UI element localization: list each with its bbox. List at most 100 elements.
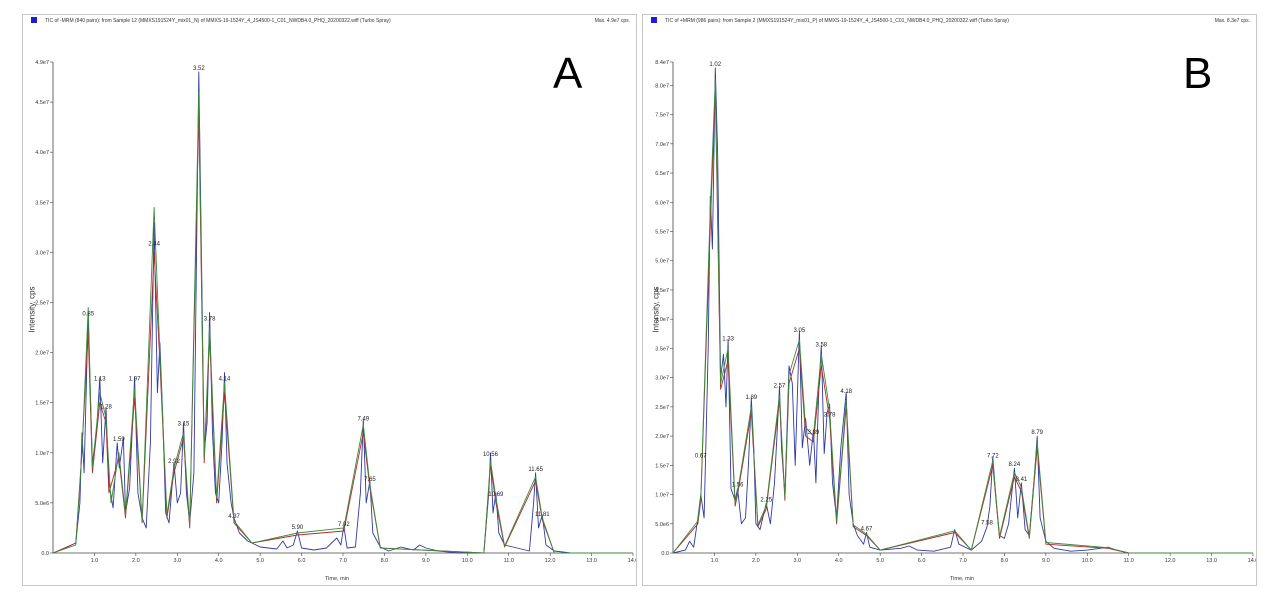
y-tick-label: 8.0e7 [655, 83, 669, 89]
peak-label: 1.13 [94, 377, 106, 383]
y-tick-label: 1.5e7 [655, 463, 669, 469]
series-line-0 [672, 67, 1253, 554]
peak-label: 1.89 [745, 395, 757, 401]
peak-label: 0.85 [82, 312, 94, 318]
peak-label: 7.72 [987, 453, 999, 459]
peak-label: 8.24 [1009, 462, 1021, 468]
peak-label: 4.18 [840, 389, 852, 395]
series-line-1 [672, 90, 1253, 554]
x-tick-label: 11.0 [504, 558, 514, 564]
y-tick-label: 8.4e7 [655, 60, 669, 66]
y-tick-label: 5.5e7 [655, 230, 669, 236]
y-tick-label: 0.0 [661, 551, 669, 557]
x-tick-label: 9.0 [1042, 558, 1050, 564]
peak-label: 4.14 [219, 377, 231, 383]
peak-label: 2.92 [168, 459, 180, 465]
peak-label: 0.67 [695, 453, 707, 459]
legend-square-icon [31, 17, 37, 23]
peak-label: 3.39 [808, 430, 820, 436]
legend-square-icon [651, 17, 657, 23]
peak-label: 1.97 [129, 377, 141, 383]
peak-label: 11.65 [528, 467, 543, 473]
x-tick-label: 6.0 [918, 558, 926, 564]
peak-label: 1.56 [732, 483, 744, 489]
x-tick-label: 10.0 [1082, 558, 1093, 564]
x-tick-label: 2.0 [132, 558, 140, 564]
peak-label: 8.79 [1031, 430, 1043, 436]
y-tick-label: 5.0e7 [655, 259, 669, 265]
x-tick-label: 5.0 [876, 558, 884, 564]
peak-label: 1.02 [709, 62, 721, 68]
y-tick-label: 1.5e7 [35, 401, 49, 407]
y-tick-label: 4.5e7 [655, 288, 669, 294]
x-tick-label: 4.0 [215, 558, 223, 564]
x-tick-label: 8.0 [381, 558, 389, 564]
y-tick-label: 7.0e7 [655, 142, 669, 148]
x-tick-label: 11.0 [1124, 558, 1134, 564]
y-tick-label: 5.0e6 [655, 522, 669, 528]
max-intensity: Max. 8.3e7 cps. [1214, 18, 1250, 24]
x-tick-label: 1.0 [91, 558, 99, 564]
peak-label: 2.25 [760, 497, 772, 503]
x-tick-label: 1.0 [711, 558, 719, 564]
x-tick-label: 10.0 [462, 558, 473, 564]
y-tick-label: 2.0e7 [655, 434, 669, 440]
y-tick-label: 4.0e7 [655, 317, 669, 323]
series-line-2 [672, 79, 1253, 554]
x-tick-label: 3.0 [793, 558, 801, 564]
y-tick-label: 2.5e7 [35, 300, 49, 306]
x-tick-label: 9.0 [422, 558, 430, 564]
max-intensity: Max. 4.9e7 cps. [594, 18, 630, 24]
peak-label: 3.78 [204, 317, 216, 323]
peak-label: 3.05 [794, 328, 806, 334]
peak-label: 1.59 [113, 437, 125, 443]
x-tick-label: 3.0 [173, 558, 181, 564]
y-tick-label: 4.0e7 [35, 150, 49, 156]
x-axis-label: Time, min [325, 576, 349, 582]
peak-label: 8.41 [1016, 477, 1028, 483]
y-tick-label: 2.5e7 [655, 405, 669, 411]
y-tick-label: 1.0e7 [35, 451, 49, 457]
chart-plot-b: 0.0 5.0e6 1.0e7 1.5e7 2.0e7 2.5e7 3.0e7 3.5e7 4.… [655, 60, 1256, 564]
peak-label: 4.67 [861, 527, 873, 533]
peak-label: 3.52 [193, 66, 205, 72]
peak-label: 4.37 [228, 514, 240, 520]
peak-label: 3.58 [815, 342, 827, 348]
y-tick-label: 5.0e6 [35, 501, 49, 507]
peak-label: 7.58 [981, 521, 993, 527]
x-tick-label: 13.0 [586, 558, 597, 564]
chromatogram-panel-b: TIC of +MRM (986 pairs): from Sample 2 (… [642, 14, 1257, 586]
peak-label: 5.90 [292, 525, 304, 531]
peak-label: 10.69 [488, 492, 504, 498]
y-tick-label: 4.9e7 [35, 60, 49, 66]
x-tick-label: 12.0 [545, 558, 556, 564]
x-tick-label: 8.0 [1001, 558, 1009, 564]
x-tick-label: 5.0 [256, 558, 264, 564]
x-tick-label: 2.0 [752, 558, 760, 564]
panel-title: TIC of -MRM (840 pairs): from Sample 12 … [45, 18, 391, 24]
x-tick-label: 14.0 [628, 558, 636, 564]
y-tick-label: 3.0e7 [35, 250, 49, 256]
peak-label: 7.49 [357, 417, 369, 423]
panel-title: TIC of +MRM (986 pairs): from Sample 2 (… [665, 18, 1009, 24]
x-tick-label: 13.0 [1206, 558, 1217, 564]
y-tick-label: 3.5e7 [35, 200, 49, 206]
y-tick-label: 6.0e7 [655, 200, 669, 206]
x-tick-label: 7.0 [339, 558, 347, 564]
y-tick-label: 4.5e7 [35, 100, 49, 106]
peak-label: 2.57 [774, 383, 786, 389]
y-tick-label: 0.0 [41, 551, 49, 557]
x-tick-label: 14.0 [1248, 558, 1256, 564]
x-tick-label: 6.0 [298, 558, 306, 564]
peak-label: 2.44 [148, 241, 160, 247]
peak-label: 11.81 [535, 512, 550, 518]
x-tick-label: 7.0 [959, 558, 967, 564]
x-axis-label: Time, min [950, 576, 974, 582]
panel-letter: A [553, 49, 583, 98]
y-tick-label: 3.5e7 [655, 346, 669, 352]
peak-label: 7.65 [364, 477, 376, 483]
peak-label: 10.56 [483, 452, 499, 458]
x-tick-label: 4.0 [835, 558, 843, 564]
peak-label: 3.15 [178, 422, 190, 428]
series-line-2 [52, 91, 633, 554]
